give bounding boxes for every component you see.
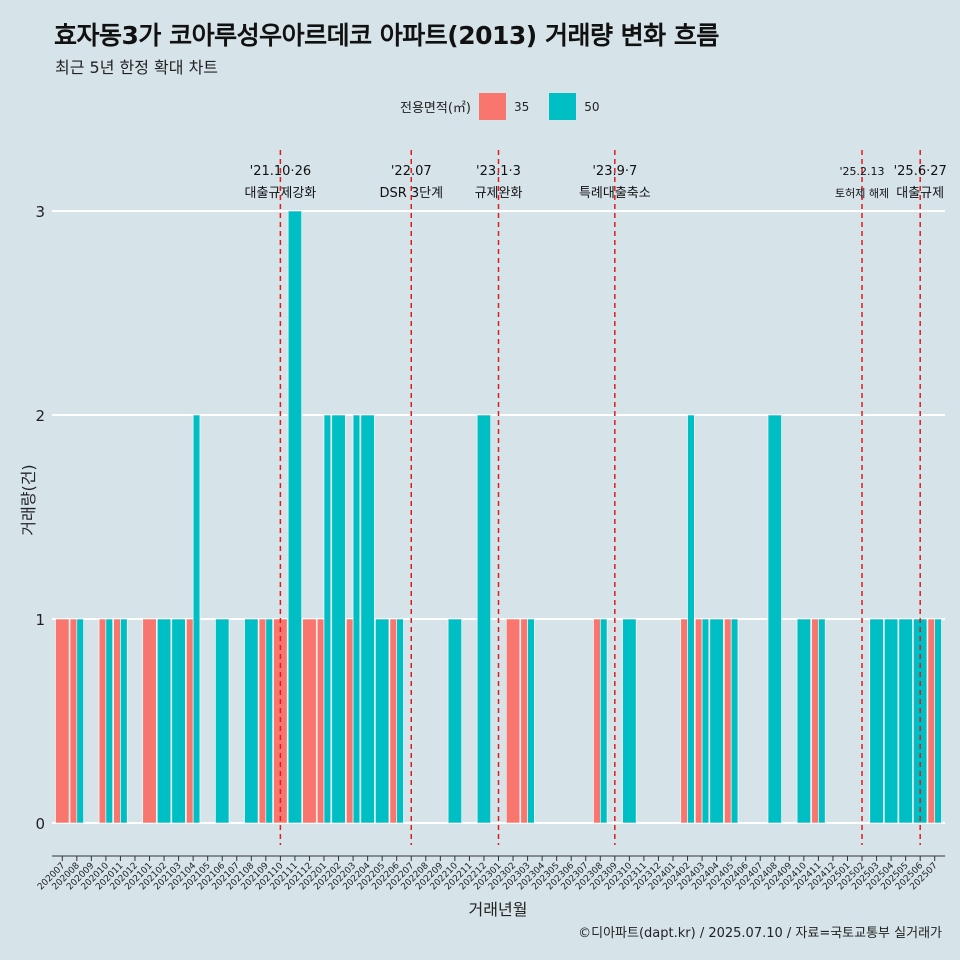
- bar-202410-50: [796, 618, 811, 824]
- bar-202106-50: [215, 618, 230, 824]
- event-name-label: DSR 3단계: [379, 186, 443, 201]
- bar-202011-50: [120, 618, 128, 824]
- bar-202411-35: [811, 618, 819, 824]
- bar-202505-50: [898, 618, 913, 824]
- bar-202212-50: [476, 414, 492, 824]
- chart-title: 효자동3가 코아루성우아르데코 아파트(2013) 거래량 변화 흐름: [54, 21, 719, 50]
- bar-202303-50: [527, 618, 535, 824]
- bar-202203-50: [352, 414, 361, 824]
- legend-item-50: 50: [549, 93, 600, 120]
- bar-202102-50: [156, 618, 172, 824]
- bar-202507-50: [934, 618, 942, 824]
- bar-202011-35: [113, 618, 121, 824]
- bar-202202-50: [331, 414, 346, 824]
- event-name-label: 대출규제강화: [245, 186, 317, 201]
- y-tick-label: 0: [35, 815, 45, 833]
- bar-202112-35: [302, 618, 317, 824]
- bar-202109-35: [258, 618, 267, 824]
- event-name-label: 규제완화: [475, 186, 523, 201]
- bar-202504-50: [884, 618, 899, 824]
- bar-202310-50: [622, 618, 637, 824]
- bar-202402-50: [687, 414, 695, 824]
- bar-202403-35: [695, 618, 703, 824]
- x-axis-title: 거래년월: [469, 900, 528, 919]
- bar-202308-35: [593, 618, 601, 824]
- bar-202206-35: [389, 618, 398, 824]
- legend-item-35: 35: [478, 93, 530, 120]
- bar-202008-50: [76, 618, 84, 824]
- event-name-label: 토허제 해제: [835, 186, 889, 200]
- bar-202203-35: [346, 618, 354, 824]
- y-tick-label: 3: [35, 203, 45, 221]
- bar-202010-35: [98, 618, 107, 824]
- legend: 전용면적(㎡) 35 50: [400, 93, 620, 120]
- legend-label-50: 50: [584, 99, 600, 114]
- bar-202408-50: [767, 414, 782, 824]
- bar-202302-35: [505, 618, 521, 824]
- event-date-label: '23.9·7: [592, 164, 637, 179]
- bar-202507-35: [927, 618, 936, 824]
- bar-202205-50: [375, 618, 390, 824]
- bar-202103-50: [171, 618, 186, 824]
- event-date-label: '21.10·26: [250, 164, 311, 179]
- bar-202104-35: [186, 618, 194, 824]
- bar-202104-50: [192, 414, 201, 824]
- bar-202405-50: [730, 618, 739, 824]
- bar-202411-50: [818, 618, 826, 824]
- y-tick-label: 1: [35, 611, 45, 629]
- bar-202303-35: [520, 618, 528, 824]
- bar-202405-35: [724, 618, 732, 824]
- legend-label-35: 35: [513, 99, 530, 114]
- y-axis-title: 거래량(건): [19, 464, 38, 535]
- legend-swatch-35: [478, 93, 506, 120]
- event-date-label: '25.6·27: [894, 164, 947, 179]
- bar-202010-50: [105, 618, 113, 824]
- bar-202101-35: [142, 618, 157, 824]
- bar-202108-50: [244, 618, 259, 824]
- event-name-label: 특례대출축소: [579, 186, 651, 201]
- bar-202210-50: [447, 618, 462, 824]
- bar-202403-50: [701, 618, 710, 824]
- bar-202111-50: [287, 210, 302, 824]
- source-caption: ©디아파트(dapt.kr) / 2025.07.10 / 자료=국토교통부 실…: [578, 926, 942, 941]
- chart-subtitle: 최근 5년 한정 확대 차트: [55, 58, 219, 77]
- y-tick-label: 2: [35, 407, 45, 425]
- bar-202402-35: [680, 618, 688, 824]
- event-date-label: '23.1·3: [476, 164, 521, 179]
- event-date-label: '22.07: [391, 164, 432, 179]
- bar-202404-50: [709, 618, 724, 824]
- event-name-label: 대출규제: [896, 186, 944, 201]
- bar-202201-35: [316, 618, 325, 824]
- bar-202206-50: [396, 618, 404, 824]
- bar-202109-50: [265, 618, 273, 824]
- legend-title: 전용면적(㎡): [400, 101, 471, 116]
- bar-202007-35: [55, 618, 70, 824]
- event-date-label: '25.2.13: [840, 165, 885, 178]
- legend-swatch-50: [549, 93, 577, 120]
- bar-202204-50: [360, 414, 375, 824]
- bar-202008-35: [69, 618, 78, 824]
- bar-202201-50: [323, 414, 332, 824]
- bar-202308-50: [599, 618, 608, 824]
- bar-202503-50: [869, 618, 884, 824]
